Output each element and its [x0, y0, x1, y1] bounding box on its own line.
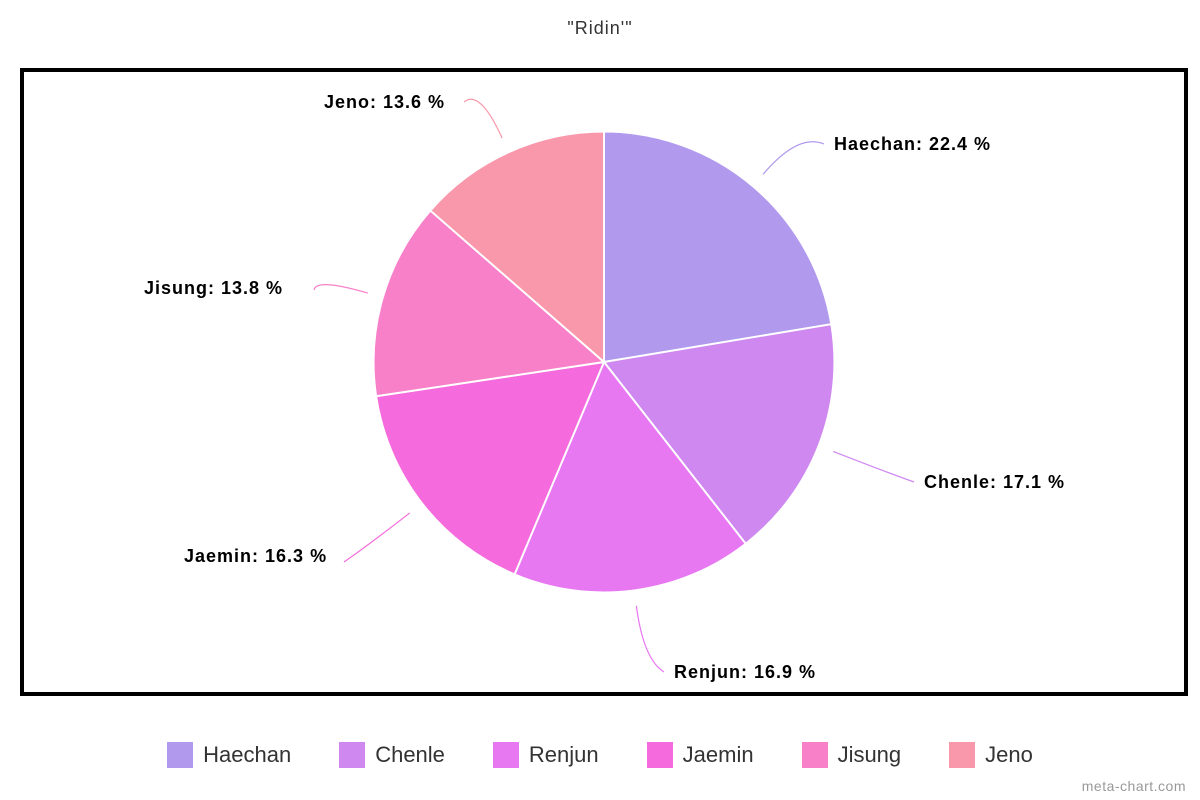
legend-swatch-jisung	[802, 742, 828, 768]
leader-haechan	[763, 142, 824, 175]
legend-label-renjun: Renjun	[529, 742, 599, 768]
legend-item-chenle: Chenle	[339, 742, 445, 768]
legend-label-jisung: Jisung	[838, 742, 902, 768]
legend: Haechan Chenle Renjun Jaemin Jisung Jeno	[0, 742, 1200, 768]
slice-label-jeno: Jeno: 13.6 %	[324, 92, 445, 113]
legend-item-jaemin: Jaemin	[647, 742, 754, 768]
leader-jisung	[314, 285, 368, 293]
slice-label-jaemin: Jaemin: 16.3 %	[184, 546, 327, 567]
leader-jeno	[464, 99, 502, 138]
legend-item-haechan: Haechan	[167, 742, 291, 768]
slice-label-chenle: Chenle: 17.1 %	[924, 472, 1065, 493]
legend-item-jeno: Jeno	[949, 742, 1033, 768]
legend-label-jeno: Jeno	[985, 742, 1033, 768]
legend-item-jisung: Jisung	[802, 742, 902, 768]
legend-item-renjun: Renjun	[493, 742, 599, 768]
legend-label-haechan: Haechan	[203, 742, 291, 768]
credit-text: meta-chart.com	[1082, 778, 1186, 794]
legend-label-chenle: Chenle	[375, 742, 445, 768]
leader-chenle	[833, 451, 914, 482]
legend-swatch-haechan	[167, 742, 193, 768]
leader-lines	[24, 72, 1184, 692]
leader-jaemin	[344, 513, 410, 562]
slice-label-jisung: Jisung: 13.8 %	[144, 278, 283, 299]
legend-label-jaemin: Jaemin	[683, 742, 754, 768]
chart-container: Haechan: 22.4 % Chenle: 17.1 % Renjun: 16.…	[20, 68, 1188, 696]
legend-swatch-jeno	[949, 742, 975, 768]
legend-swatch-jaemin	[647, 742, 673, 768]
pie-area: Haechan: 22.4 % Chenle: 17.1 % Renjun: 16.…	[24, 72, 1184, 692]
slice-label-haechan: Haechan: 22.4 %	[834, 134, 991, 155]
legend-swatch-renjun	[493, 742, 519, 768]
leader-renjun	[636, 606, 664, 672]
legend-swatch-chenle	[339, 742, 365, 768]
slice-label-renjun: Renjun: 16.9 %	[674, 662, 816, 683]
chart-title: "Ridin'"	[0, 0, 1200, 39]
